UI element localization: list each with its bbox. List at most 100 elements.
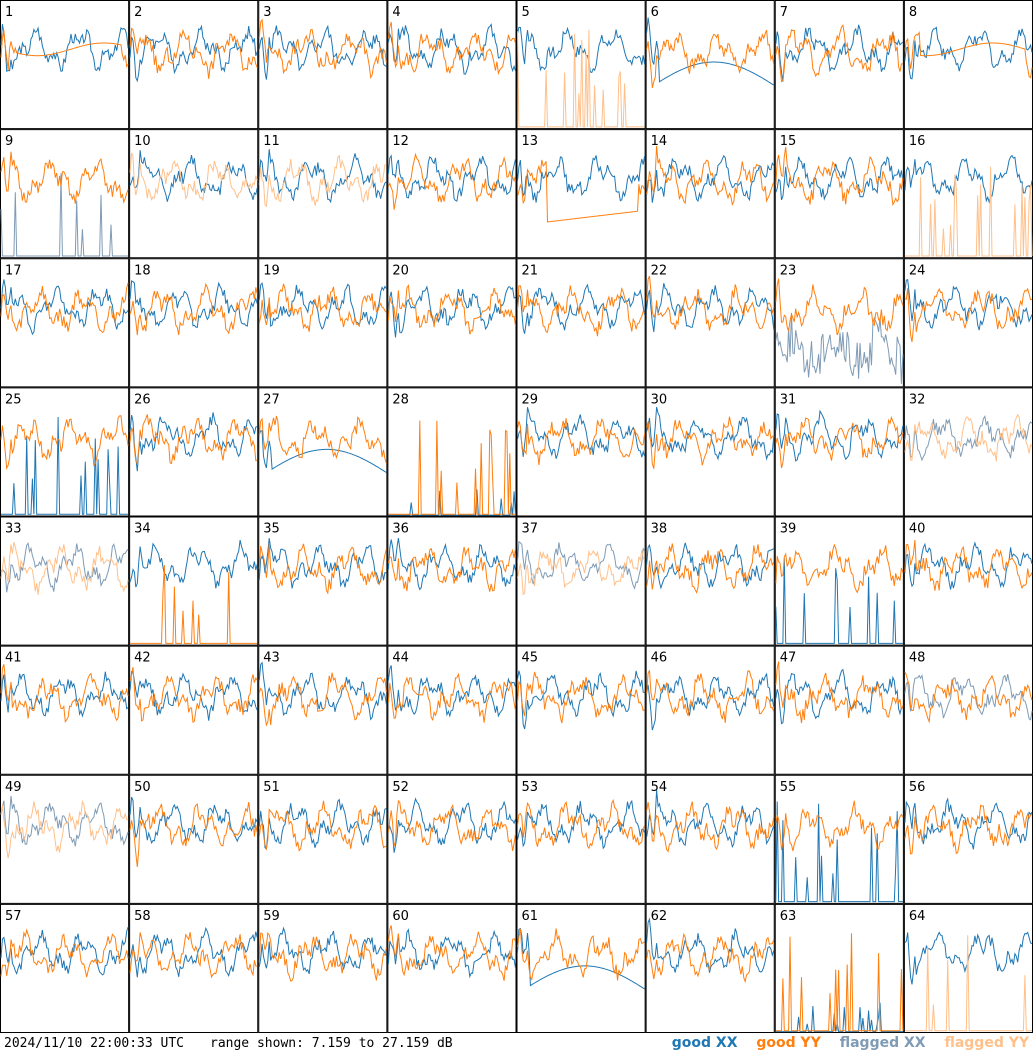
series-yy-line (129, 414, 258, 466)
series-xx-line (775, 558, 903, 644)
series-xx-line (387, 797, 516, 853)
series-yy-line (775, 24, 903, 83)
panel-14: 14 (645, 129, 775, 259)
panel-label: 57 (5, 909, 22, 924)
panel-label: 21 (522, 263, 539, 278)
panel-frame (387, 774, 517, 904)
series-xx-line (0, 173, 129, 257)
series-yy-line (258, 543, 387, 595)
series-yy-line (646, 543, 775, 594)
panel-24: 24 (903, 258, 1033, 388)
panel-42: 42 (129, 645, 259, 775)
panel-63: 63 (774, 903, 904, 1033)
panel-8: 8 (903, 0, 1033, 130)
series-xx-line (387, 23, 516, 75)
panel-frame (258, 0, 388, 130)
panel-frame (0, 516, 130, 646)
panel-30: 30 (645, 387, 775, 517)
panel-label: 37 (522, 522, 539, 537)
panel-35: 35 (258, 516, 388, 646)
timestamp: 2024/11/10 22:00:33 UTC (4, 1036, 185, 1051)
series-yy-line (129, 282, 258, 336)
panel-frame (258, 387, 388, 517)
panel-34: 34 (129, 516, 259, 646)
series-xx-line (258, 798, 387, 851)
panel-label: 8 (909, 5, 917, 20)
series-yy-line (129, 667, 258, 724)
panel-label: 40 (909, 522, 926, 537)
series-xx-line (387, 285, 516, 338)
series-xx-line (775, 668, 903, 725)
panel-frame (903, 516, 1033, 646)
series-yy-line (0, 415, 129, 471)
series-xx-line (258, 149, 387, 204)
panel-frame (129, 258, 259, 388)
series-yy-line (904, 413, 1033, 462)
panel-label: 33 (5, 522, 22, 537)
panel-47: 47 (774, 645, 904, 775)
panel-label: 46 (651, 651, 668, 666)
panel-38: 38 (645, 516, 775, 646)
series-yy-line (387, 672, 516, 723)
panel-label: 43 (263, 651, 280, 666)
series-yy-line (646, 932, 775, 984)
series-yy-line (517, 798, 646, 850)
panel-label: 53 (522, 780, 539, 795)
panel-label: 13 (522, 134, 539, 149)
series-yy-line (258, 931, 387, 982)
panel-frame (387, 258, 517, 388)
series-xx-line (517, 670, 645, 730)
panel-20: 20 (387, 258, 517, 388)
panel-label: 15 (780, 134, 797, 149)
series-xx-line (387, 154, 516, 202)
series-yy-line (904, 671, 1033, 724)
series-yy-line (517, 418, 646, 466)
panel-26: 26 (129, 387, 259, 517)
panel-frame (129, 387, 259, 517)
panel-label: 12 (392, 134, 409, 149)
panel-15: 15 (774, 129, 904, 259)
series-xx-line (646, 917, 775, 973)
series-xx-line (775, 409, 904, 462)
series-yy-line (258, 154, 387, 208)
series-xx-line (517, 155, 646, 203)
series-yy-line (387, 546, 516, 592)
panel-label: 28 (392, 392, 409, 407)
panel-label: 31 (780, 392, 797, 407)
panel-label: 22 (651, 263, 668, 278)
panel-label: 59 (263, 909, 280, 924)
panel-frame (258, 774, 388, 904)
legend-flagged-yy: flagged YY (944, 1035, 1029, 1051)
series-xx-line (904, 415, 1033, 462)
panel-frame (903, 258, 1033, 388)
series-yy-line (517, 285, 645, 337)
panel-10: 10 (129, 129, 259, 259)
panel-9: 9 (0, 129, 130, 259)
panel-label: 4 (392, 5, 400, 20)
series-yy-line (904, 935, 1032, 1032)
panel-label: 58 (134, 909, 151, 924)
panel-label: 64 (909, 909, 926, 924)
panel-51: 51 (258, 774, 388, 904)
series-xx-line (904, 279, 1033, 331)
series-yy-line (517, 671, 645, 724)
series-xx-line (646, 283, 775, 333)
series-xx-line (129, 796, 258, 845)
panel-5: 5 (516, 0, 646, 130)
series-xx-line (258, 538, 387, 589)
series-yy-line (775, 800, 904, 852)
panel-7: 7 (774, 0, 904, 130)
panel-label: 27 (263, 392, 280, 407)
series-yy-line (258, 283, 387, 332)
series-xx-line (775, 156, 904, 201)
series-xx-line (387, 928, 516, 979)
panel-29: 29 (516, 387, 646, 517)
panel-25: 25 (0, 387, 130, 517)
series-xx-line (646, 406, 775, 461)
panel-frame (903, 0, 1033, 130)
series-yy-line (129, 152, 258, 202)
panel-frame (129, 129, 259, 259)
panel-36: 36 (387, 516, 517, 646)
series-yy-line (646, 416, 775, 469)
panel-frame (774, 0, 904, 130)
